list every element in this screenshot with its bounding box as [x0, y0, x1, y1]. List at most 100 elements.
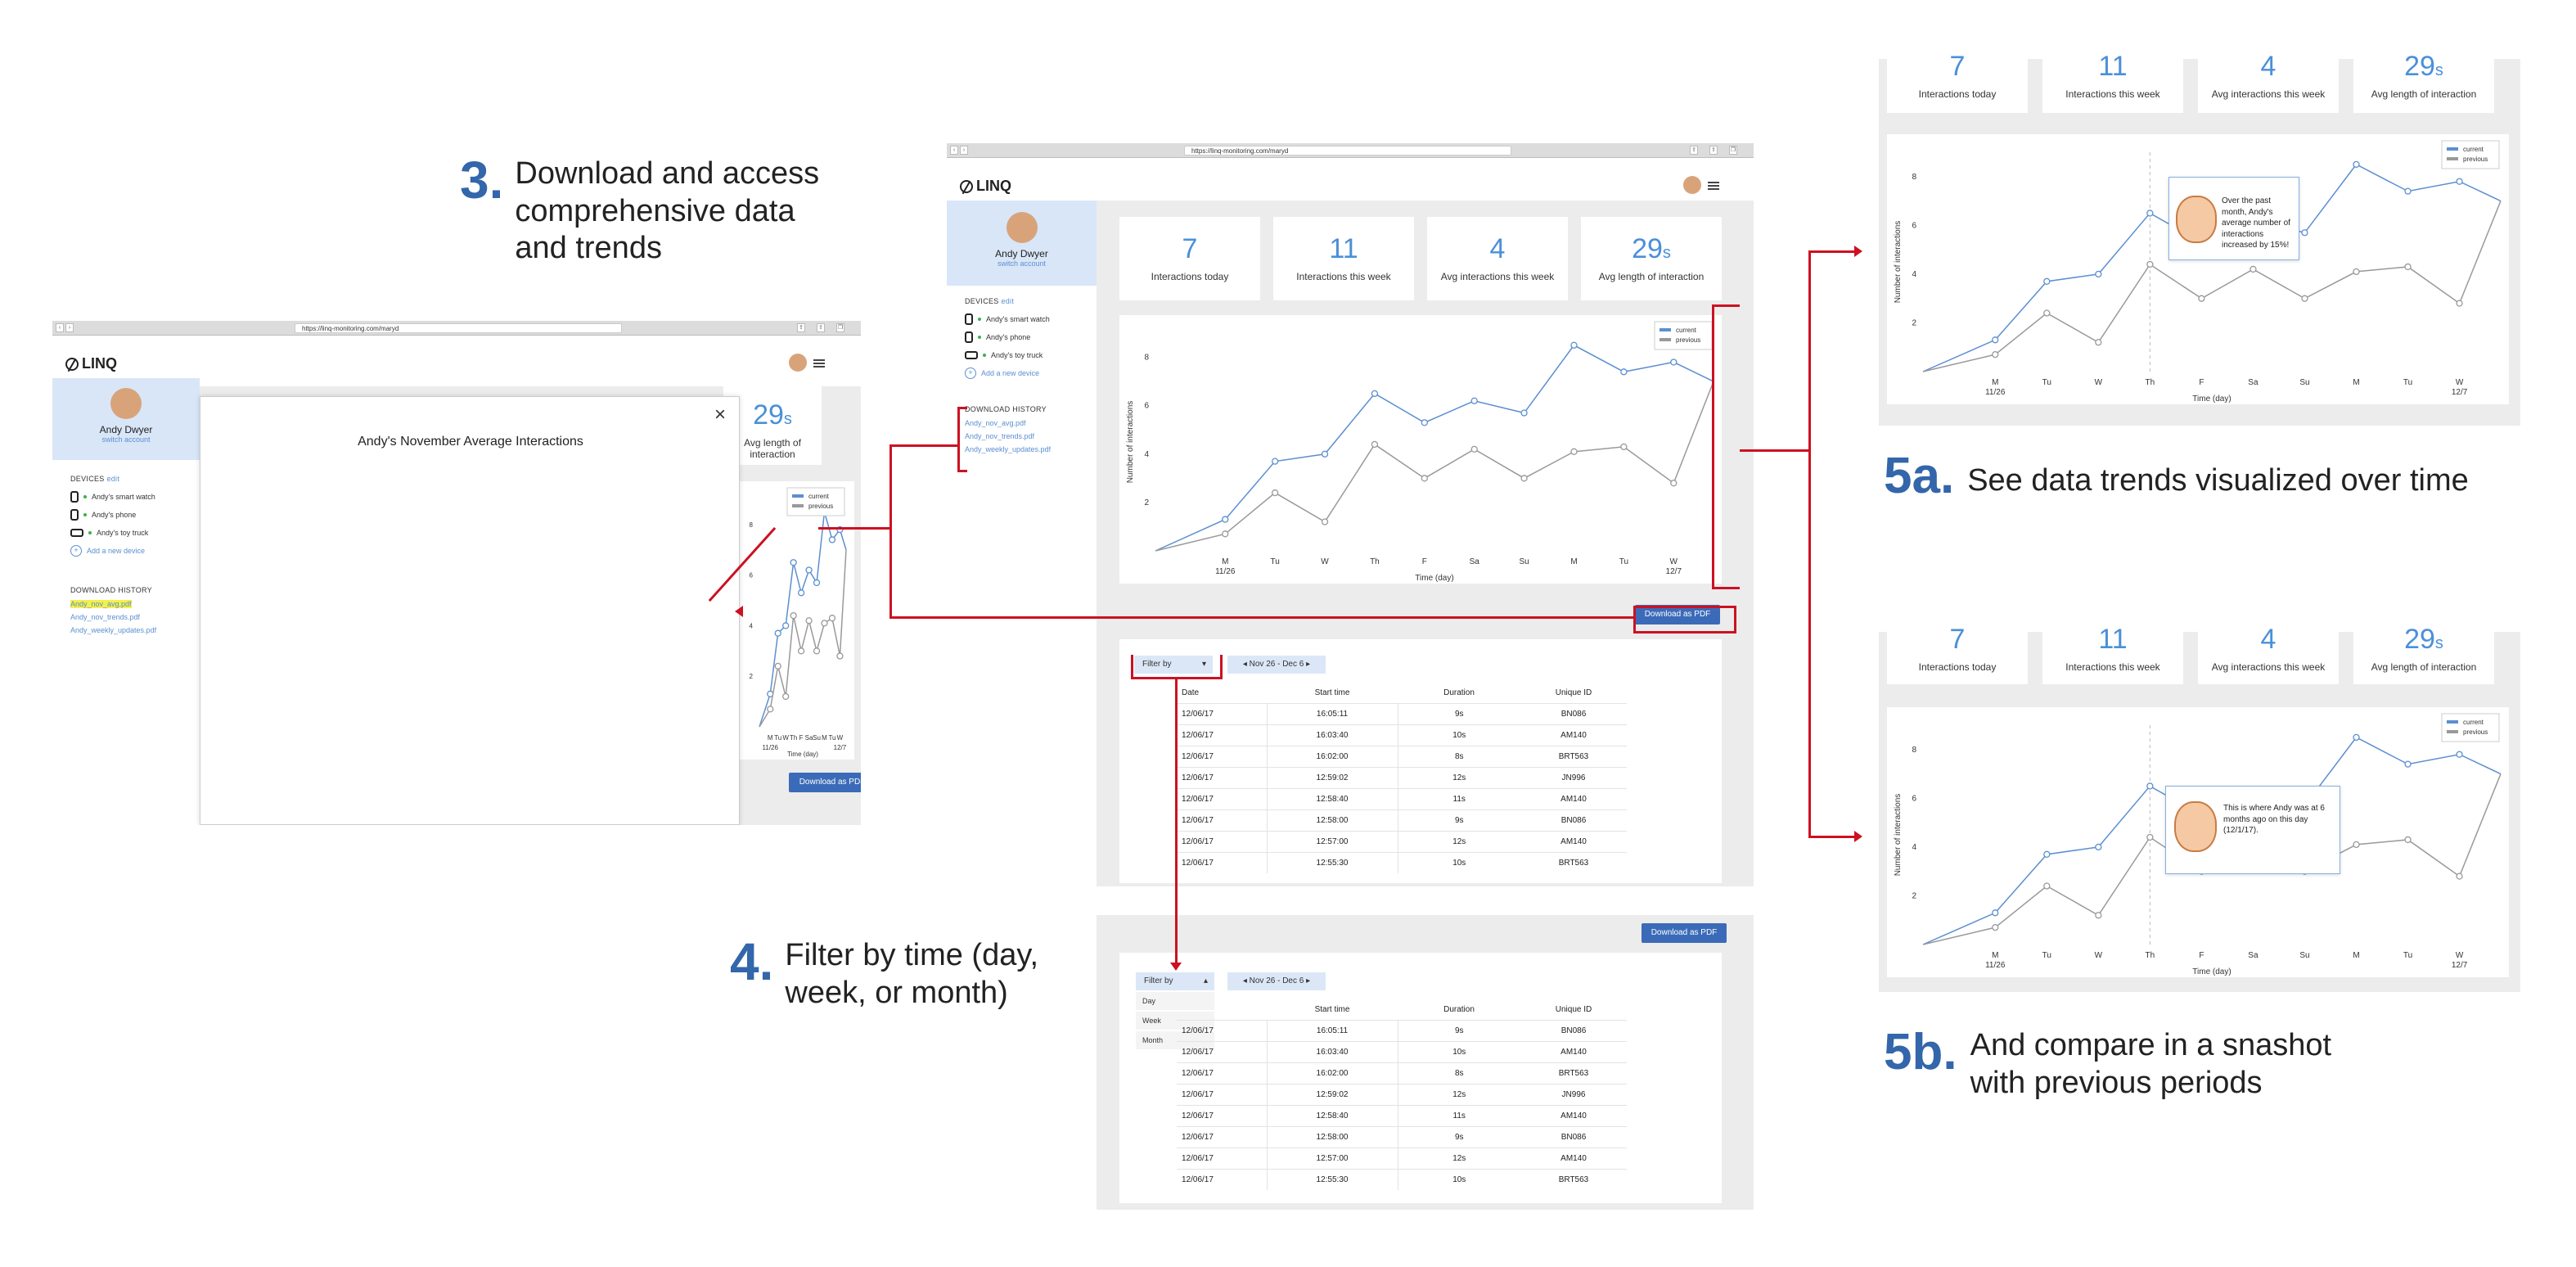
table-row[interactable]: 12/06/17 16:03:40 10s AM140 — [1177, 724, 1627, 746]
x-axis-label: Time (day) — [2192, 967, 2231, 976]
upload-icon[interactable]: ⇧ — [817, 323, 825, 332]
download-link[interactable]: Andy_nov_trends.pdf — [70, 613, 141, 621]
table-row[interactable]: 12/06/17 12:58:00 9s BN086 — [1177, 809, 1627, 831]
chevron-right-icon[interactable]: ▸ — [1306, 976, 1311, 985]
column-header[interactable]: Unique ID — [1555, 688, 1592, 698]
table-row[interactable]: 12/06/17 12:57:00 12s AM140 — [1177, 830, 1627, 852]
close-icon[interactable]: × — [714, 404, 726, 426]
x-tick-label: W — [2095, 951, 2103, 960]
forward-icon[interactable]: › — [960, 146, 968, 155]
chevron-left-icon[interactable]: ◂ — [1242, 976, 1247, 985]
table-cell: 12s — [1398, 1147, 1520, 1169]
connector-line — [1712, 304, 1714, 589]
table-row[interactable]: 12/06/17 12:58:00 9s BN086 — [1177, 1125, 1627, 1148]
date-range-picker[interactable]: ◂ Nov 26 - Dec 6 ▸ — [1227, 656, 1326, 674]
device-item[interactable]: Andy's smart watch — [965, 310, 1088, 328]
download-link[interactable]: Andy_weekly_updates.pdf — [70, 626, 157, 634]
table-row[interactable]: 12/06/17 16:02:00 8s BRT563 — [1177, 1062, 1627, 1084]
table-cell: 12:58:40 — [1267, 1104, 1398, 1126]
device-item[interactable]: Andy's toy truck — [965, 346, 1088, 364]
data-point-previous — [821, 620, 828, 627]
column-header[interactable] — [1177, 1000, 1267, 1020]
tabs-icon[interactable]: ❐ — [1729, 146, 1737, 155]
back-icon[interactable]: ‹ — [950, 146, 958, 155]
switch-account-link[interactable]: switch account — [101, 435, 151, 444]
filter-dropdown[interactable]: Filter by ▴ — [1136, 972, 1214, 990]
table-row[interactable]: 12/06/17 16:05:11 9s BN086 — [1177, 1019, 1627, 1041]
download-link[interactable]: Andy_weekly_updates.pdf — [965, 445, 1052, 453]
interactions-table: Date Start time Duration Unique ID 12/06… — [1177, 683, 1627, 873]
table-row[interactable]: 12/06/17 12:55:30 10s BRT563 — [1177, 1168, 1627, 1190]
column-header[interactable]: Duration — [1443, 1005, 1475, 1015]
legend-label: previous — [2463, 156, 2488, 163]
column-header[interactable]: Start time — [1314, 1005, 1350, 1015]
device-item[interactable]: Andy's phone — [70, 506, 193, 524]
table-cell: 12:55:30 — [1267, 1168, 1398, 1190]
chevron-left-icon[interactable]: ◂ — [1242, 660, 1247, 669]
filter-dropdown[interactable]: Filter by ▾ — [1134, 656, 1213, 674]
arrow-head-icon — [1854, 831, 1862, 842]
switch-account-link[interactable]: switch account — [997, 259, 1047, 268]
data-point-current — [2146, 782, 2154, 790]
back-icon[interactable]: ‹ — [56, 323, 64, 332]
table-row[interactable]: 12/06/17 16:03:40 10s AM140 — [1177, 1040, 1627, 1062]
table-row[interactable]: 12/06/17 16:02:00 8s BRT563 — [1177, 745, 1627, 767]
linq-logo[interactable]: LINQ — [960, 178, 1011, 195]
download-link[interactable]: Andy_nov_avg.pdf — [965, 419, 1026, 427]
download-link[interactable]: Andy_nov_avg.pdf — [70, 600, 132, 608]
plus-icon: + — [70, 545, 82, 557]
download-link[interactable]: Andy_nov_trends.pdf — [965, 432, 1035, 440]
download-pdf-button[interactable]: Download as PDF — [789, 773, 861, 792]
url-bar[interactable]: https://linq-monitoring.com/maryd — [295, 323, 622, 333]
table-cell: 12/06/17 — [1177, 724, 1268, 746]
menu-icon[interactable] — [1708, 182, 1719, 190]
device-item[interactable]: Andy's smart watch — [70, 488, 193, 506]
avatar[interactable] — [1683, 176, 1701, 194]
download-pdf-button[interactable]: Download as PDF — [1642, 923, 1727, 943]
forward-icon[interactable]: › — [65, 323, 74, 332]
device-item[interactable]: Andy's toy truck — [70, 524, 193, 542]
menu-icon[interactable] — [813, 359, 825, 367]
column-header[interactable]: Unique ID — [1555, 1005, 1592, 1015]
table-cell: 12/06/17 — [1177, 1040, 1268, 1062]
add-device-button[interactable]: + Add a new device — [70, 542, 193, 560]
table-row[interactable]: 12/06/17 12:55:30 10s BRT563 — [1177, 851, 1627, 873]
add-device-button[interactable]: + Add a new device — [965, 364, 1088, 382]
chevron-right-icon[interactable]: ▸ — [1306, 660, 1311, 669]
x-date-label: 11/26 — [1215, 567, 1236, 576]
data-point-current — [2404, 760, 2412, 768]
watch-icon — [965, 313, 973, 325]
edit-devices-link[interactable]: edit — [106, 475, 120, 483]
share-icon[interactable]: ⇪ — [797, 323, 805, 332]
url-bar[interactable]: https://linq-monitoring.com/maryd — [1184, 146, 1511, 156]
table-cell: AM140 — [1520, 787, 1627, 809]
edit-devices-link[interactable]: edit — [1001, 297, 1015, 305]
table-cell: BRT563 — [1520, 851, 1627, 873]
tabs-icon[interactable]: ❐ — [836, 323, 844, 332]
step-number: 4. — [730, 932, 774, 991]
column-header[interactable]: Duration — [1443, 688, 1475, 698]
stat-label: Avg length of interaction — [744, 437, 801, 460]
table-row[interactable]: 12/06/17 12:58:40 11s AM140 — [1177, 787, 1627, 809]
filter-option-day[interactable]: Day — [1136, 992, 1214, 1010]
legend-box — [2441, 140, 2500, 169]
column-header[interactable]: Start time — [1314, 688, 1350, 698]
table-row[interactable]: 12/06/17 12:59:02 12s JN996 — [1177, 1083, 1627, 1105]
table-cell: 9s — [1398, 1125, 1520, 1148]
table-row[interactable]: 12/06/17 12:59:02 12s JN996 — [1177, 766, 1627, 788]
upload-icon[interactable]: ⇧ — [1709, 146, 1718, 155]
column-header[interactable]: Date — [1182, 688, 1200, 698]
x-date-label: 11/26 — [763, 744, 779, 751]
table-row[interactable]: 12/06/17 12:58:40 11s AM140 — [1177, 1104, 1627, 1126]
data-point-current — [2404, 187, 2412, 195]
share-icon[interactable]: ⇪ — [1690, 146, 1698, 155]
download-pdf-button[interactable]: Download as PDF — [1635, 605, 1720, 624]
avatar[interactable] — [789, 354, 807, 372]
table-row[interactable]: 12/06/17 16:05:11 9s BN086 — [1177, 702, 1627, 724]
device-item[interactable]: Andy's phone — [965, 328, 1088, 346]
linq-logo[interactable]: LINQ — [65, 355, 117, 372]
date-range-picker[interactable]: ◂ Nov 26 - Dec 6 ▸ — [1227, 972, 1326, 990]
connector-line — [1808, 836, 1858, 838]
table-row[interactable]: 12/06/17 12:57:00 12s AM140 — [1177, 1147, 1627, 1169]
